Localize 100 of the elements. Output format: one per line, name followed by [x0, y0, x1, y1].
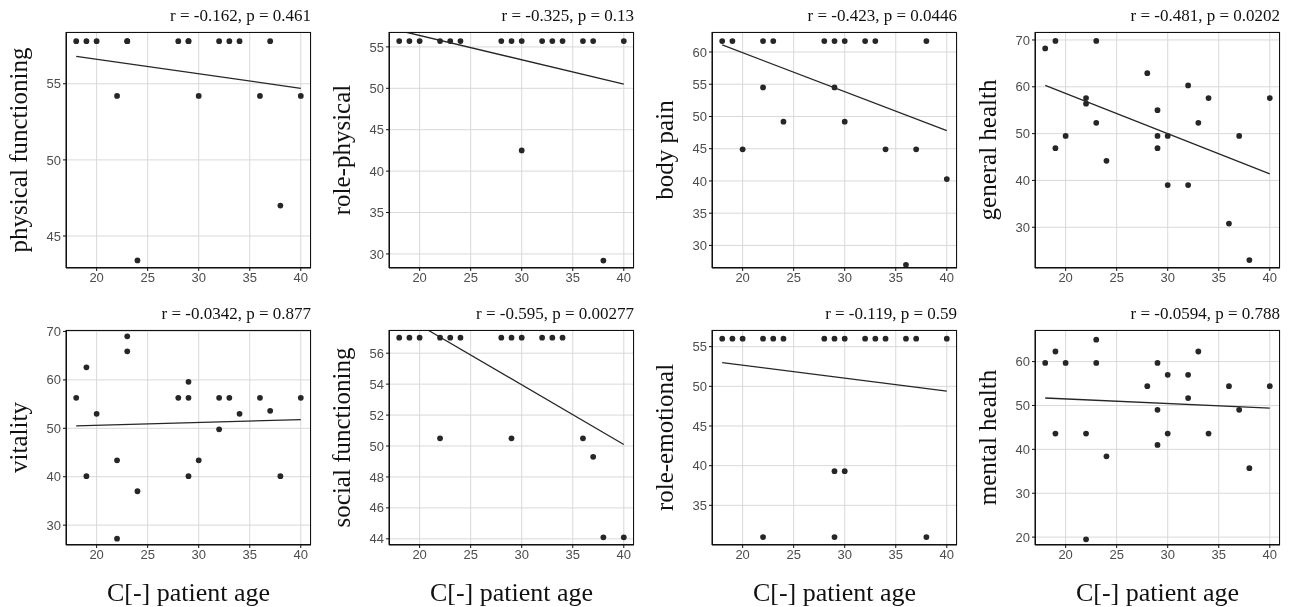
point — [760, 335, 766, 342]
point — [1083, 100, 1089, 107]
point — [760, 38, 766, 44]
point — [508, 334, 515, 341]
point — [549, 334, 556, 341]
x-tick-label: 30 — [1160, 270, 1175, 286]
y-tick-label: 45 — [369, 122, 384, 138]
x-tick-label: 25 — [140, 547, 155, 563]
point — [1185, 182, 1191, 188]
x-tick-label: 30 — [514, 547, 529, 563]
point — [719, 38, 726, 44]
point — [760, 534, 766, 540]
point — [831, 335, 838, 342]
point — [831, 534, 838, 540]
point — [297, 394, 304, 401]
point — [508, 38, 515, 44]
y-tick-label: 40 — [1015, 173, 1030, 189]
y-tick-label: 50 — [369, 438, 384, 454]
y-tick-label: 30 — [46, 517, 61, 533]
x-tick-label: 40 — [616, 547, 632, 563]
point — [73, 394, 80, 401]
point — [185, 473, 192, 480]
point — [1093, 360, 1100, 366]
point — [1246, 465, 1253, 472]
x-tick-label: 20 — [1058, 547, 1073, 563]
point — [437, 38, 443, 44]
point — [124, 333, 131, 340]
point — [620, 534, 627, 541]
x-tick-label: 25 — [1109, 270, 1124, 286]
point — [216, 38, 222, 45]
point — [226, 394, 233, 401]
chart-title: r = -0.119, p = 0.59 — [825, 304, 957, 324]
x-tick-label: 25 — [1109, 547, 1124, 563]
y-tick-label: 50 — [46, 420, 61, 436]
point — [134, 257, 141, 264]
point — [1185, 371, 1191, 378]
x-tick-label: 30 — [837, 547, 852, 563]
x-tick-label: 30 — [191, 270, 206, 286]
y-tick-label: 30 — [1015, 219, 1030, 235]
point — [831, 468, 838, 475]
y-tick-label: 50 — [369, 80, 384, 96]
point — [821, 335, 828, 342]
x-tick-label: 40 — [939, 270, 955, 286]
point — [1266, 95, 1273, 101]
point — [114, 457, 120, 464]
point — [195, 93, 202, 99]
point — [1185, 82, 1191, 89]
point — [185, 378, 192, 385]
point — [216, 394, 222, 401]
point — [1052, 38, 1059, 44]
y-tick-label: 44 — [369, 531, 384, 547]
y-tick-label: 20 — [1015, 529, 1030, 545]
point — [862, 335, 868, 342]
x-tick-label: 35 — [565, 270, 580, 286]
point — [1062, 360, 1069, 366]
point — [841, 468, 848, 475]
point — [1144, 70, 1151, 77]
x-tick-label: 25 — [463, 547, 478, 563]
point — [841, 38, 848, 44]
point — [1164, 430, 1171, 437]
y-tick-label: 40 — [692, 458, 707, 474]
y-tick-label: 45 — [692, 418, 707, 434]
x-tick-label: 20 — [1058, 270, 1073, 286]
point — [770, 335, 777, 342]
point — [447, 38, 454, 44]
y-tick-label: 50 — [1015, 126, 1030, 142]
point — [1103, 157, 1110, 164]
point — [406, 38, 413, 44]
point — [1154, 107, 1161, 114]
x-tick-label: 25 — [140, 270, 155, 286]
point — [590, 453, 597, 460]
point — [175, 394, 182, 401]
chart-title: r = -0.325, p = 0.13 — [501, 6, 634, 26]
x-tick-label: 20 — [89, 270, 104, 286]
point — [297, 93, 304, 99]
y-tick-label: 56 — [369, 345, 384, 361]
point — [719, 335, 726, 342]
point — [83, 473, 90, 480]
y-tick-label: 50 — [46, 152, 61, 168]
y-tick-label: 35 — [692, 497, 707, 513]
point — [1083, 95, 1089, 101]
y-tick-label: 40 — [1015, 441, 1030, 457]
point — [1154, 406, 1161, 413]
y-tick-label: 50 — [1015, 398, 1030, 414]
y-tick-label: 30 — [1015, 485, 1030, 501]
y-tick-label: 60 — [1015, 354, 1030, 370]
point — [1093, 336, 1100, 343]
chart-title: r = -0.595, p = 0.00277 — [476, 304, 634, 324]
point — [780, 118, 787, 125]
point — [549, 38, 556, 44]
x-tick-label: 30 — [1160, 547, 1175, 563]
point — [1226, 220, 1232, 227]
point — [821, 38, 828, 44]
x-tick-label: 40 — [293, 270, 309, 286]
y-tick-label: 60 — [46, 372, 61, 388]
point — [1093, 38, 1100, 44]
x-tick-label: 35 — [242, 270, 257, 286]
y-tick-label: 30 — [692, 238, 707, 254]
point — [1226, 383, 1232, 390]
x-tick-label: 30 — [514, 270, 529, 286]
